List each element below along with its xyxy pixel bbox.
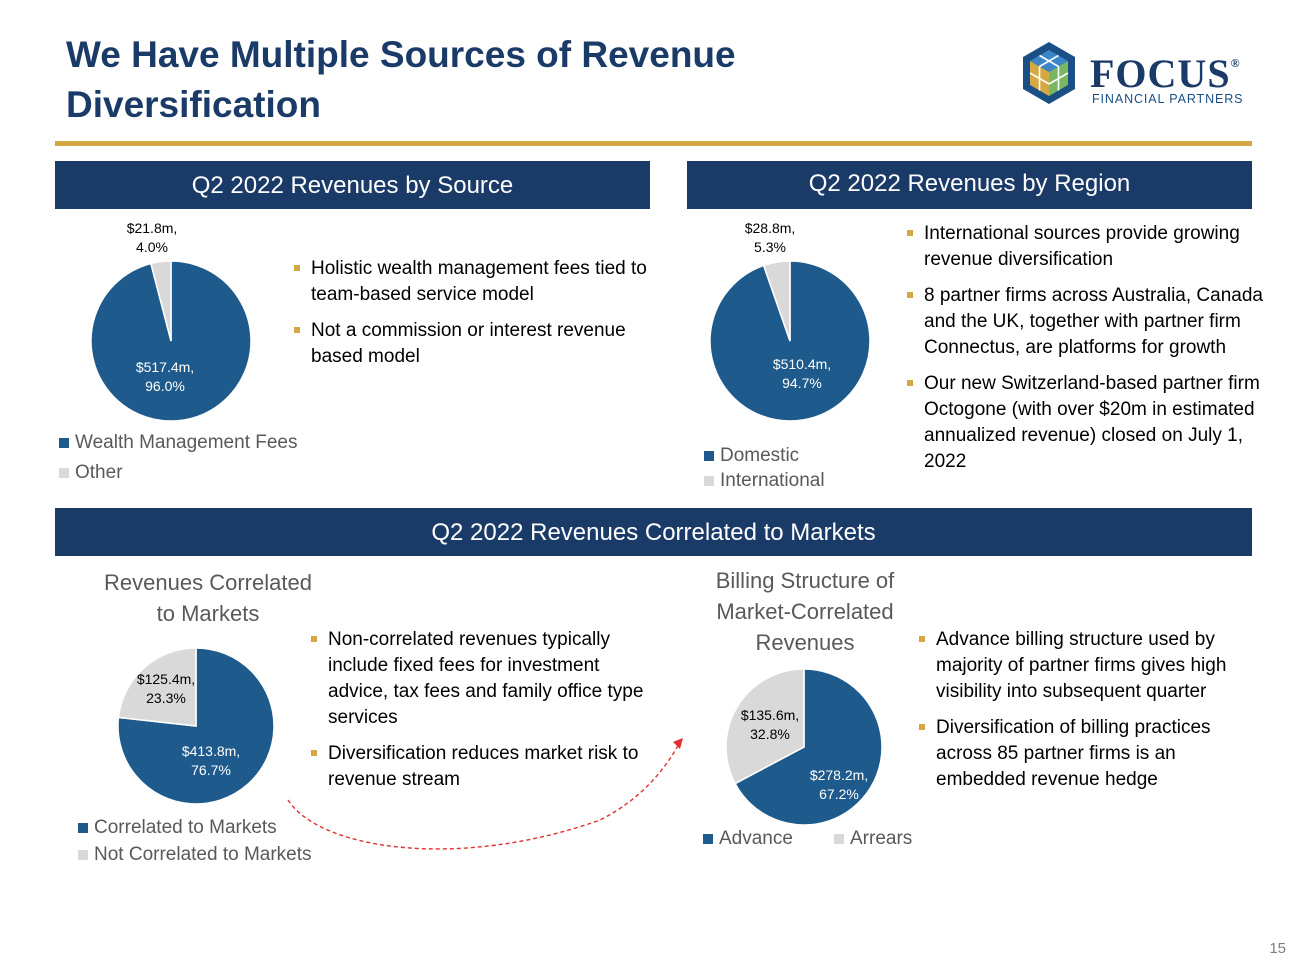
bullet-item: Diversification of billing practices acr… bbox=[919, 715, 1249, 793]
data-label-other: $21.8m, 4.0% bbox=[126, 220, 178, 255]
bullets-markets-right: Advance billing structure used by majori… bbox=[919, 627, 1249, 803]
bullet-item: Not a commission or interest revenue bas… bbox=[294, 318, 654, 370]
legend-item: Not Correlated to Markets bbox=[78, 841, 312, 868]
bullet-item: Diversification reduces market risk to r… bbox=[311, 741, 651, 793]
legend-correlated: Correlated to Markets Not Correlated to … bbox=[78, 814, 312, 868]
bullet-item: Non-correlated revenues typically includ… bbox=[311, 627, 651, 731]
legend-item: Advance bbox=[703, 824, 793, 854]
bullet-item: Advance billing structure used by majori… bbox=[919, 627, 1249, 705]
header-by-region: Q2 2022 Revenues by Region bbox=[687, 161, 1252, 209]
pie-chart-billing bbox=[725, 668, 883, 826]
data-label-international: $28.8m, 5.3% bbox=[744, 220, 796, 255]
hexagon-cube-logo-icon bbox=[1023, 42, 1075, 104]
pie-chart-by-region bbox=[709, 260, 871, 422]
bullets-markets-left: Non-correlated revenues typically includ… bbox=[311, 627, 651, 803]
legend-item: Other bbox=[59, 458, 298, 488]
page-title: We Have Multiple Sources of Revenue Dive… bbox=[66, 34, 736, 125]
pie-slice-international bbox=[762, 260, 791, 342]
bullet-item: Holistic wealth management fees tied to … bbox=[294, 256, 654, 308]
data-label-arrears: $135.6m, 32.8% bbox=[740, 707, 800, 742]
bullet-item: 8 partner firms across Australia, Canada… bbox=[907, 283, 1272, 361]
data-label-wealth-management: $517.4m, 96.0% bbox=[135, 359, 195, 394]
pie-slice-other bbox=[149, 260, 172, 342]
pie-slice-advance bbox=[734, 668, 883, 826]
bullets-source: Holistic wealth management fees tied to … bbox=[294, 256, 654, 380]
bullet-item: Our new Switzerland-based partner firm O… bbox=[907, 371, 1272, 475]
title-divider bbox=[55, 141, 1252, 146]
legend-by-source: Wealth Management Fees Other bbox=[59, 428, 298, 488]
pie-slice-arrears bbox=[725, 668, 805, 785]
logo-wordmark: FOCUS® bbox=[1090, 51, 1241, 96]
data-label-domestic: $510.4m, 94.7% bbox=[772, 356, 832, 391]
pie-chart-by-source bbox=[90, 260, 252, 422]
legend-item: Wealth Management Fees bbox=[59, 428, 298, 458]
chart-title-correlated: Revenues Correlated to Markets bbox=[104, 570, 312, 626]
data-label-not-correlated: $125.4m, 23.3% bbox=[136, 671, 196, 706]
header-by-source: Q2 2022 Revenues by Source bbox=[55, 161, 650, 209]
legend-by-region: Domestic International bbox=[704, 443, 825, 493]
page-number: 15 bbox=[1269, 940, 1286, 957]
pie-chart-correlated bbox=[117, 647, 275, 805]
legend-item: Domestic bbox=[704, 443, 825, 468]
legend-item: Arrears bbox=[834, 824, 912, 854]
chart-title-billing: Billing Structure of Market-Correlated Rev… bbox=[715, 568, 895, 655]
bullets-region: International sources provide growing re… bbox=[907, 221, 1272, 485]
bullet-item: International sources provide growing re… bbox=[907, 221, 1272, 273]
header-correlated-markets: Q2 2022 Revenues Correlated to Markets bbox=[55, 508, 1252, 556]
legend-item: International bbox=[704, 468, 825, 493]
data-label-correlated: $413.8m, 76.7% bbox=[181, 743, 241, 778]
data-label-advance: $278.2m, 67.2% bbox=[809, 767, 869, 802]
legend-item: Correlated to Markets bbox=[78, 814, 312, 841]
dashed-arrow-connector bbox=[287, 738, 683, 850]
logo-subtitle: FINANCIAL PARTNERS bbox=[1092, 92, 1244, 106]
pie-slice-not-correlated-to-markets bbox=[117, 647, 197, 727]
